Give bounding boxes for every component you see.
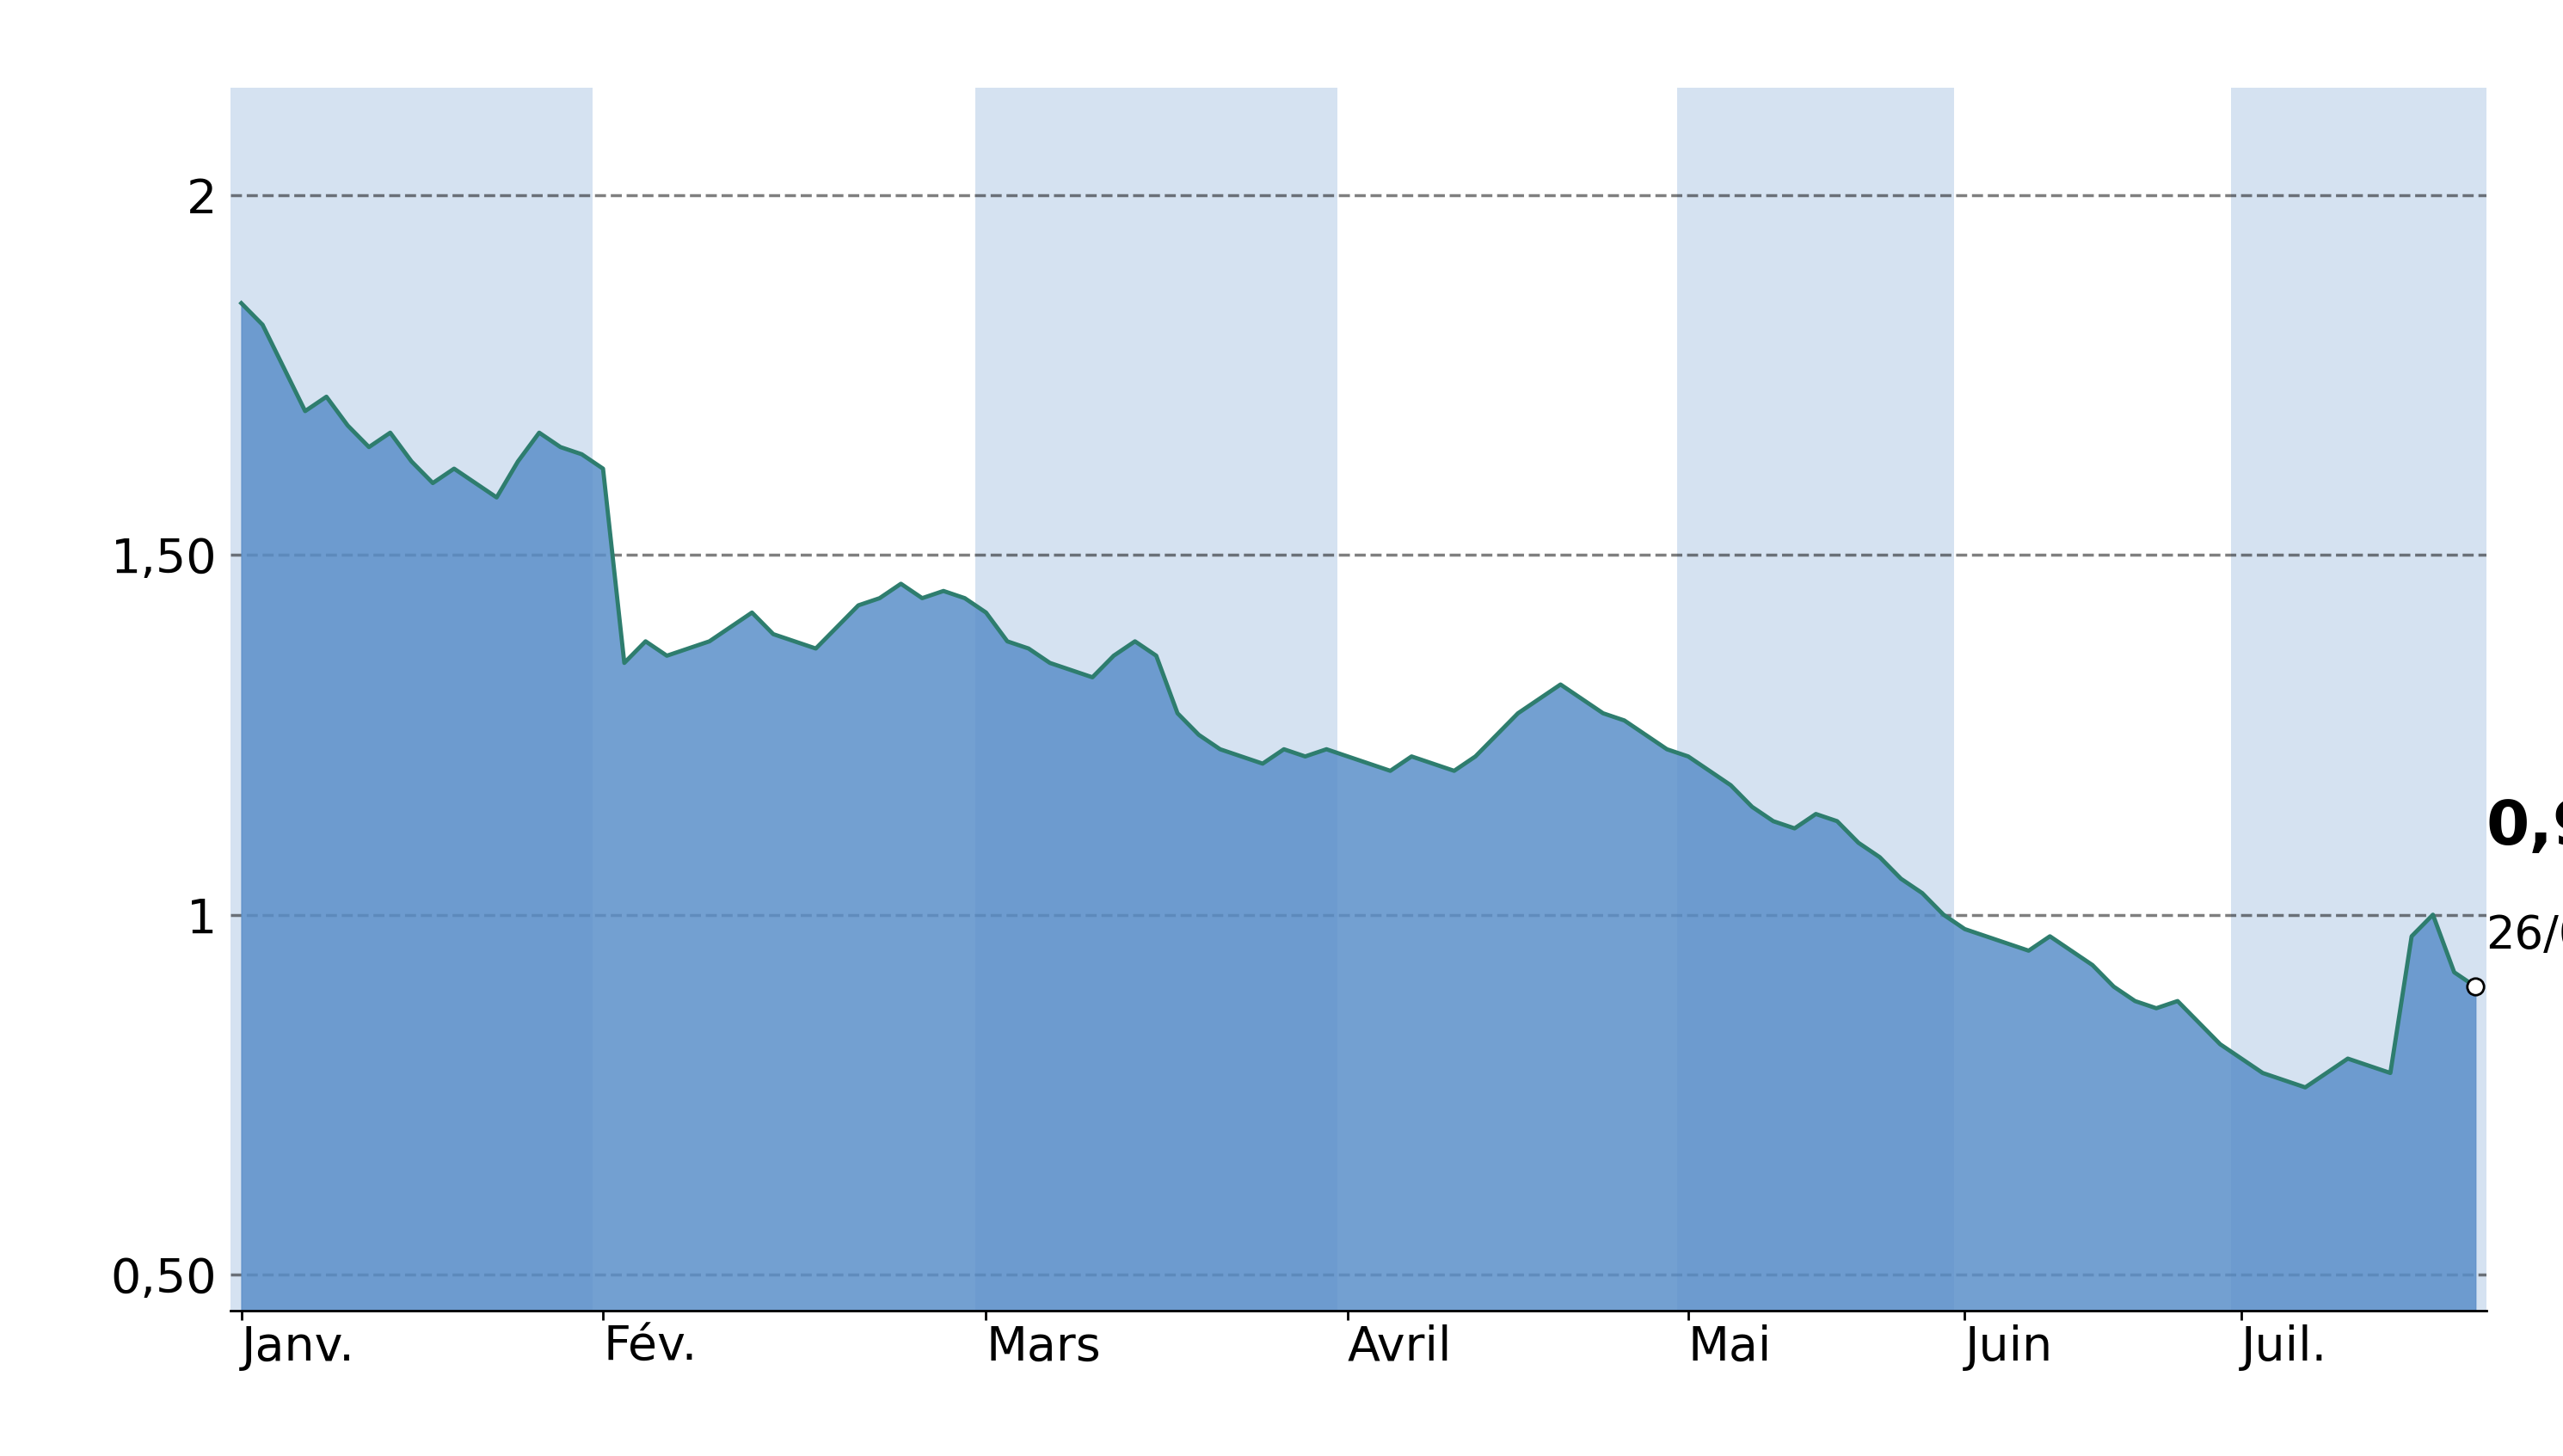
Bar	[1679, 87, 1953, 1310]
Text: DBV TECHNOLOGIES: DBV TECHNOLOGIES	[638, 29, 1925, 138]
Text: 26/07: 26/07	[2486, 913, 2563, 958]
Bar	[977, 87, 1338, 1310]
Bar	[2230, 87, 2507, 1310]
Bar	[231, 87, 592, 1310]
Text: 0,90: 0,90	[2486, 798, 2563, 858]
